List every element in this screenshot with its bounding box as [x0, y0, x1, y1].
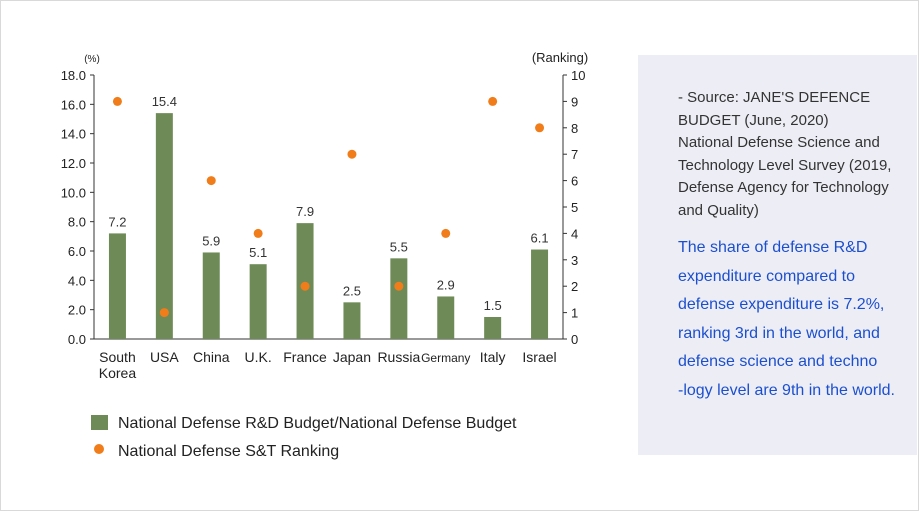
- category-label: U.K.: [245, 349, 272, 365]
- category-label: Italy: [480, 349, 506, 365]
- bar-value-label: 7.2: [108, 214, 126, 229]
- right-tick-label: 2: [571, 279, 578, 294]
- ranking-point: [253, 228, 263, 238]
- bar-value-label: 2.5: [343, 283, 361, 298]
- category-label: Japan: [333, 349, 371, 365]
- category-label: Israel: [522, 349, 556, 365]
- right-tick-label: 6: [571, 174, 578, 189]
- bar-value-label: 5.5: [390, 239, 408, 254]
- bar-value-label: 7.9: [296, 204, 314, 219]
- highlight-line-5: defense science and techno: [678, 353, 878, 370]
- bar: [531, 249, 549, 339]
- left-tick-label: 14.0: [61, 127, 86, 142]
- left-tick-label: 16.0: [61, 97, 86, 112]
- ranking-point: [488, 96, 498, 106]
- bar-value-label: 5.9: [202, 233, 220, 248]
- bar-value-label: 2.9: [437, 277, 455, 292]
- bar-value-label: 1.5: [484, 298, 502, 313]
- category-label: South: [99, 349, 136, 365]
- chart: 0.0 2.0 4.0 6.0 8.0 10.0 12.0 14.0 16.0 18.0 0 1 2 3 4…: [61, 50, 588, 460]
- left-tick-label: 18.0: [61, 68, 86, 83]
- ranking-point: [535, 123, 545, 133]
- right-tick-label: 10: [571, 68, 585, 83]
- category-label: USA: [150, 349, 179, 365]
- highlight-line-1: The share of defense R&D: [678, 239, 868, 256]
- category-label: Russia: [377, 349, 420, 365]
- ranking-point: [394, 281, 404, 291]
- ranking-point: [112, 96, 122, 106]
- bar: [390, 258, 408, 339]
- bar: [437, 296, 455, 339]
- right-tick-label: 8: [571, 121, 578, 136]
- left-tick-label: 4.0: [68, 273, 86, 288]
- left-tick-label: 10.0: [61, 185, 86, 200]
- bar: [296, 223, 314, 339]
- bar: [343, 302, 361, 339]
- ranking-point: [347, 149, 357, 159]
- source-note: - Source: JANE'S DEFENCE BUDGET (June, 2…: [678, 87, 905, 222]
- right-tick-label: 1: [571, 306, 578, 321]
- highlight-note: The share of defense R&D expenditure com…: [678, 234, 905, 405]
- legend-dot-label: National Defense S&T Ranking: [118, 443, 339, 460]
- right-tick-label: 5: [571, 200, 578, 215]
- left-tick-label: 2.0: [68, 303, 86, 318]
- left-tick-label: 6.0: [68, 244, 86, 259]
- left-tick-label: 0.0: [68, 332, 86, 347]
- right-tick-label: 9: [571, 94, 578, 109]
- category-label: Korea: [99, 365, 137, 381]
- ranking-point: [300, 281, 310, 291]
- bar-value-label: 6.1: [531, 231, 549, 246]
- ranking-point: [441, 228, 451, 238]
- source-line-2: BUDGET (June, 2020): [678, 111, 829, 129]
- left-tick-label: 8.0: [68, 215, 86, 230]
- right-axis-unit: (Ranking): [532, 50, 588, 65]
- bar: [108, 233, 126, 339]
- source-line-6: and Quality): [678, 201, 759, 219]
- left-tick-label: 12.0: [61, 156, 86, 171]
- source-line-1: - Source: JANE'S DEFENCE: [678, 89, 871, 106]
- right-tick-label: 7: [571, 147, 578, 162]
- right-tick-label: 3: [571, 253, 578, 268]
- bar: [155, 113, 173, 339]
- bar: [202, 252, 220, 339]
- highlight-line-4: ranking 3rd in the world, and: [678, 324, 880, 342]
- source-line-3: National Defense Science and: [678, 134, 880, 151]
- legend-bar-label: National Defense R&D Budget/National Def…: [118, 415, 517, 432]
- category-label: China: [193, 349, 230, 365]
- bar: [249, 264, 267, 339]
- right-tick-label: 4: [571, 226, 578, 241]
- ranking-point: [159, 308, 169, 318]
- source-line-4: Technology Level Survey (2019,: [678, 156, 892, 174]
- highlight-line-2: expenditure compared to: [678, 267, 855, 285]
- category-label: France: [283, 349, 327, 365]
- right-tick-label: 0: [571, 332, 578, 347]
- legend-dot-swatch: [94, 444, 104, 454]
- legend-bar-swatch: [91, 415, 108, 430]
- bar: [484, 317, 502, 339]
- left-axis-unit: (%): [84, 54, 100, 65]
- category-label: Germany: [421, 351, 470, 365]
- info-panel: - Source: JANE'S DEFENCE BUDGET (June, 2…: [638, 55, 917, 455]
- highlight-line-6: -logy level are 9th in the world.: [678, 381, 895, 399]
- source-line-5: Defense Agency for Technology: [678, 179, 889, 196]
- ranking-point: [206, 176, 216, 186]
- bar-value-label: 5.1: [249, 245, 267, 260]
- bar-value-label: 15.4: [152, 94, 177, 109]
- highlight-line-3: defense expenditure is 7.2%,: [678, 296, 885, 313]
